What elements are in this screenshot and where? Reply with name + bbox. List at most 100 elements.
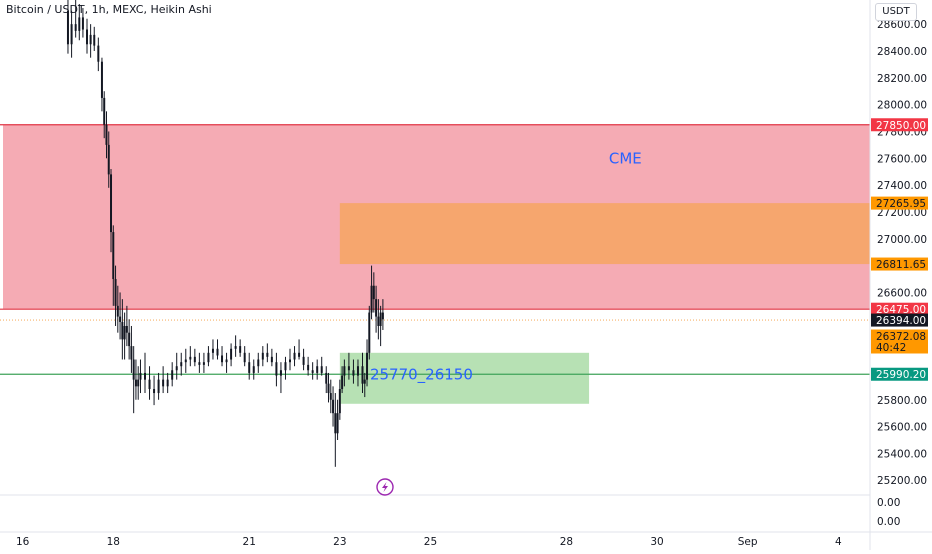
candle-29	[153, 375, 156, 406]
candle-body	[184, 359, 187, 363]
candle-body	[275, 362, 278, 376]
candle-45	[225, 352, 228, 373]
currency-badge[interactable]: USDT	[875, 3, 917, 21]
volume-tick-0: 0.00	[877, 497, 900, 509]
candle-19	[123, 312, 126, 360]
candle-body	[336, 413, 339, 434]
candle-body	[293, 352, 296, 360]
candle-body	[110, 174, 113, 233]
candle-body	[248, 362, 251, 373]
candle-body	[379, 312, 382, 326]
countdown-label-bg	[871, 329, 928, 354]
price-label-25990-text: 25990.20	[876, 369, 926, 381]
candle-body	[363, 379, 366, 384]
candle-50	[248, 352, 251, 380]
candle-body	[216, 348, 219, 356]
candle-body	[116, 305, 119, 317]
candle-30	[157, 372, 160, 400]
volume-tick-1: 0.00	[877, 516, 900, 528]
price-label-26475: 26475.00	[871, 302, 928, 316]
candle-body	[352, 370, 355, 376]
candle-body	[327, 383, 330, 394]
candle-body	[153, 389, 156, 394]
candle-31	[162, 366, 165, 394]
candle-body	[107, 144, 110, 175]
candle-70	[332, 386, 335, 427]
candle-body	[175, 366, 178, 371]
y-tick-3: 28000.00	[877, 100, 927, 112]
candle-63	[307, 356, 310, 376]
candle-43	[216, 339, 219, 360]
candle-26	[139, 359, 142, 394]
candle-body	[112, 232, 115, 280]
candle-body	[338, 389, 341, 414]
candle-59	[289, 348, 291, 371]
candle-body	[198, 362, 201, 365]
candle-61	[298, 339, 301, 360]
candle-body	[279, 370, 282, 376]
candle-42	[211, 339, 214, 360]
candle-body	[361, 366, 364, 384]
candle-86	[377, 299, 380, 340]
candle-8	[97, 37, 100, 72]
candle-58	[284, 356, 287, 380]
candle-47	[234, 335, 237, 357]
candle-32	[166, 372, 169, 394]
candle-body	[368, 312, 371, 353]
y-tick-6: 27400.00	[877, 180, 927, 192]
candle-body	[257, 359, 260, 367]
candle-body	[132, 359, 135, 380]
y-tick-17: 25200.00	[877, 475, 927, 487]
candle-88	[381, 299, 384, 330]
candle-body	[261, 352, 264, 360]
price-label-27850-bg	[871, 118, 928, 132]
candle-body	[377, 316, 380, 326]
candle-body	[93, 34, 96, 46]
zones-layer	[3, 124, 870, 404]
candle-3	[78, 4, 81, 41]
candle-body	[130, 346, 133, 360]
candle-80	[363, 372, 366, 398]
candle-body	[239, 346, 242, 353]
candle-77	[352, 359, 355, 384]
candle-body	[162, 379, 165, 387]
price-label-26394: 26394.00	[871, 313, 928, 327]
candle-body	[202, 362, 205, 365]
candle-body	[86, 29, 88, 45]
x-tick-8: 4	[835, 536, 842, 548]
candle-body	[230, 348, 233, 360]
x-tick-0: 16	[16, 536, 30, 548]
candle-body	[334, 413, 337, 434]
candle-9	[100, 57, 103, 112]
candle-body	[329, 393, 332, 400]
lightning-icon[interactable]	[376, 478, 394, 496]
candle-11	[105, 111, 108, 159]
candle-body	[144, 372, 146, 380]
candle-13	[110, 169, 113, 253]
candle-40	[202, 352, 205, 373]
candle-79	[361, 352, 364, 394]
price-label-27850-text: 27850.00	[876, 120, 926, 132]
candle-35	[180, 352, 183, 376]
candle-67	[325, 366, 328, 394]
annotations-layer: CME 25770_26150	[370, 149, 642, 384]
candle-0	[66, 0, 69, 54]
candle-39	[198, 352, 201, 373]
volume-axis: 0.00 0.00	[877, 497, 900, 528]
candle-52	[257, 352, 260, 373]
candle-81	[366, 339, 369, 387]
price-label-26811: 26811.65	[871, 257, 928, 271]
candle-body	[325, 372, 328, 384]
candle-75	[343, 359, 346, 387]
candle-body	[105, 124, 108, 145]
candle-78	[356, 359, 359, 387]
candle-7	[93, 26, 96, 51]
chart-title: Bitcoin / USDT, 1h, MEXC, Heikin Ashi	[6, 3, 212, 16]
candle-27	[144, 352, 146, 394]
candle-body	[89, 34, 92, 45]
candle-body	[114, 279, 117, 306]
candle-body	[137, 379, 140, 387]
candle-body	[66, 10, 69, 45]
